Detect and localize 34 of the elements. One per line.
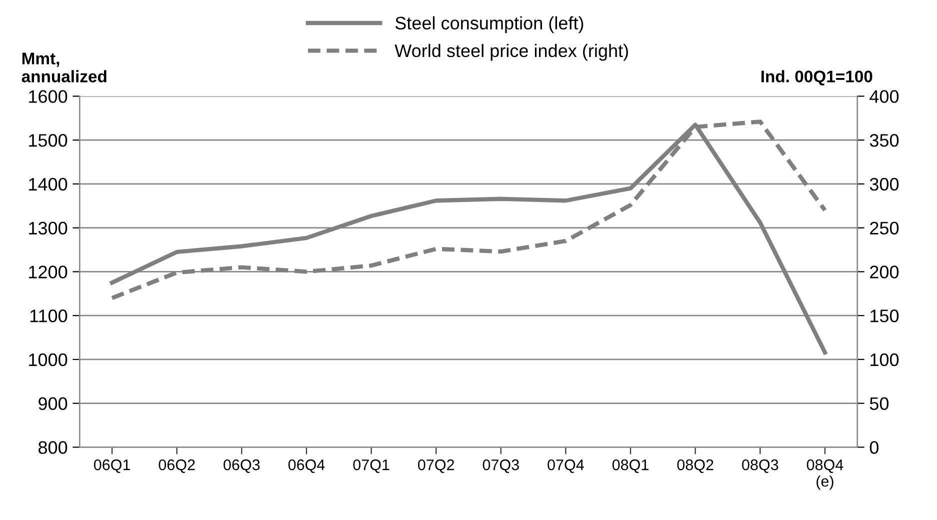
y2-tick-label: 0 xyxy=(870,441,878,454)
y-tick-label: 1200 xyxy=(29,266,68,278)
y-tick-label: 800 xyxy=(38,441,68,454)
y-tick-label: 1400 xyxy=(29,178,68,191)
x-tick-label: 06Q4 xyxy=(288,459,325,473)
y-axis-title: Mmt, annualized xyxy=(22,52,106,82)
x-tick-label: 07Q3 xyxy=(482,459,519,473)
y2-tick-label: 150 xyxy=(870,310,899,322)
x-tick-label: 08Q4 (e) xyxy=(806,459,844,490)
x-tick-label: 08Q3 xyxy=(742,459,778,473)
x-tick-label: 08Q1 xyxy=(612,459,648,473)
y2-tick-label: 50 xyxy=(870,397,889,410)
x-tick-label: 06Q3 xyxy=(224,459,260,473)
y-tick-label: 1000 xyxy=(29,353,68,366)
y2-tick-label: 250 xyxy=(870,222,899,235)
x-tick-label: 07Q1 xyxy=(353,459,390,473)
y2-tick-label: 200 xyxy=(870,266,899,278)
y-tick-label: 1600 xyxy=(29,90,68,103)
y-tick-label: 1100 xyxy=(30,310,68,322)
y2-tick-label: 350 xyxy=(870,134,899,147)
x-tick-label: 08Q2 xyxy=(677,459,714,473)
y2-tick-label: 300 xyxy=(870,178,899,191)
y2-tick-label: 400 xyxy=(870,90,899,103)
x-tick-label: 07Q2 xyxy=(418,459,454,473)
legend-label: World steel price index (right) xyxy=(394,44,628,61)
y2-axis-title: Ind. 00Q1=100 xyxy=(761,70,872,86)
y-tick-label: 900 xyxy=(38,397,68,410)
x-tick-label: 07Q4 xyxy=(548,459,584,473)
y-tick-label: 1500 xyxy=(29,134,68,147)
y2-tick-label: 100 xyxy=(870,353,899,366)
y-tick-label: 1300 xyxy=(29,222,68,235)
legend-label: Steel consumption (left) xyxy=(395,16,584,34)
x-tick-label: 06Q2 xyxy=(158,459,195,473)
x-tick-label: 06Q1 xyxy=(94,459,130,473)
